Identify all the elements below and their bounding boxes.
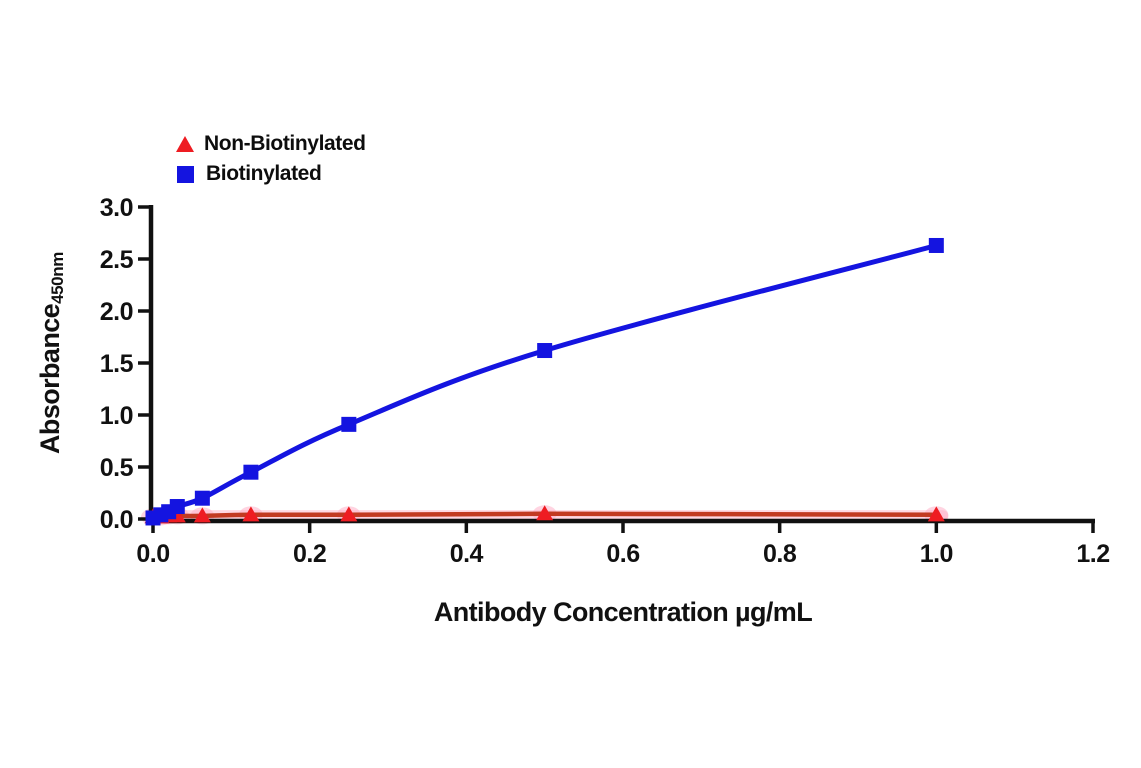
y-tick-label: 1.5 <box>100 350 134 378</box>
x-tick-label: 0.4 <box>450 540 484 568</box>
x-axis-title: Antibody Concentration µg/mL <box>433 597 813 627</box>
x-tick-label: 0.2 <box>293 540 326 568</box>
legend-label-biotinylated: Biotinylated <box>206 162 322 185</box>
x-tick-label: 1.2 <box>1076 540 1109 568</box>
data-point-marker-triangle <box>193 507 211 523</box>
y-axis-title-subscript: 450nm <box>48 252 67 304</box>
x-tick-label: 1.0 <box>920 540 953 568</box>
y-tick-label: 2.0 <box>100 298 133 326</box>
y-tick-label: 2.5 <box>100 246 134 274</box>
square-marker-icon <box>177 165 194 183</box>
data-point-marker-square <box>169 499 185 515</box>
y-tick-label: 0.5 <box>100 454 134 482</box>
data-point-marker-square <box>243 464 259 480</box>
y-axis-title: Absorbance450nm <box>35 228 69 478</box>
legend: Non-Biotinylated Biotinylated <box>176 131 366 191</box>
data-point-marker-triangle <box>927 506 945 522</box>
data-point-marker-square <box>341 416 357 432</box>
legend-item-biotinylated: Biotinylated <box>176 161 366 187</box>
data-point-marker-square <box>537 343 553 359</box>
y-tick-label: 3.0 <box>100 194 133 222</box>
x-tick-label: 0.6 <box>606 540 639 568</box>
legend-label-non-biotinylated: Non-Biotinylated <box>204 132 366 155</box>
data-point-marker-square <box>928 237 944 253</box>
data-point-marker-triangle <box>536 505 554 521</box>
y-tick-label: 1.0 <box>100 402 133 430</box>
data-point-marker-triangle <box>242 506 260 522</box>
x-tick-label: 0.8 <box>763 540 797 568</box>
legend-item-non-biotinylated: Non-Biotinylated <box>176 131 366 157</box>
data-point-marker-triangle <box>340 506 358 522</box>
triangle-marker-icon <box>176 136 194 152</box>
data-point-marker-square <box>194 490 210 506</box>
y-axis-title-text: Absorbance <box>35 303 65 454</box>
series-line-biotinylated <box>152 243 937 521</box>
y-tick-label: 0.0 <box>100 506 133 534</box>
x-tick-label: 0.0 <box>136 540 169 568</box>
